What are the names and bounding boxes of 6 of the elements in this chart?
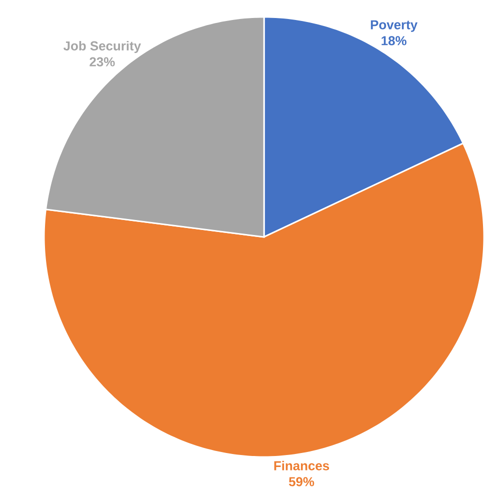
data-label: 59% xyxy=(289,477,314,486)
data-label: 23% xyxy=(90,57,115,66)
slice-label: Poverty xyxy=(371,20,418,32)
data-label: 18% xyxy=(382,36,407,46)
slice-label: Finances xyxy=(274,460,330,470)
slice-label: Job Security xyxy=(64,40,142,54)
